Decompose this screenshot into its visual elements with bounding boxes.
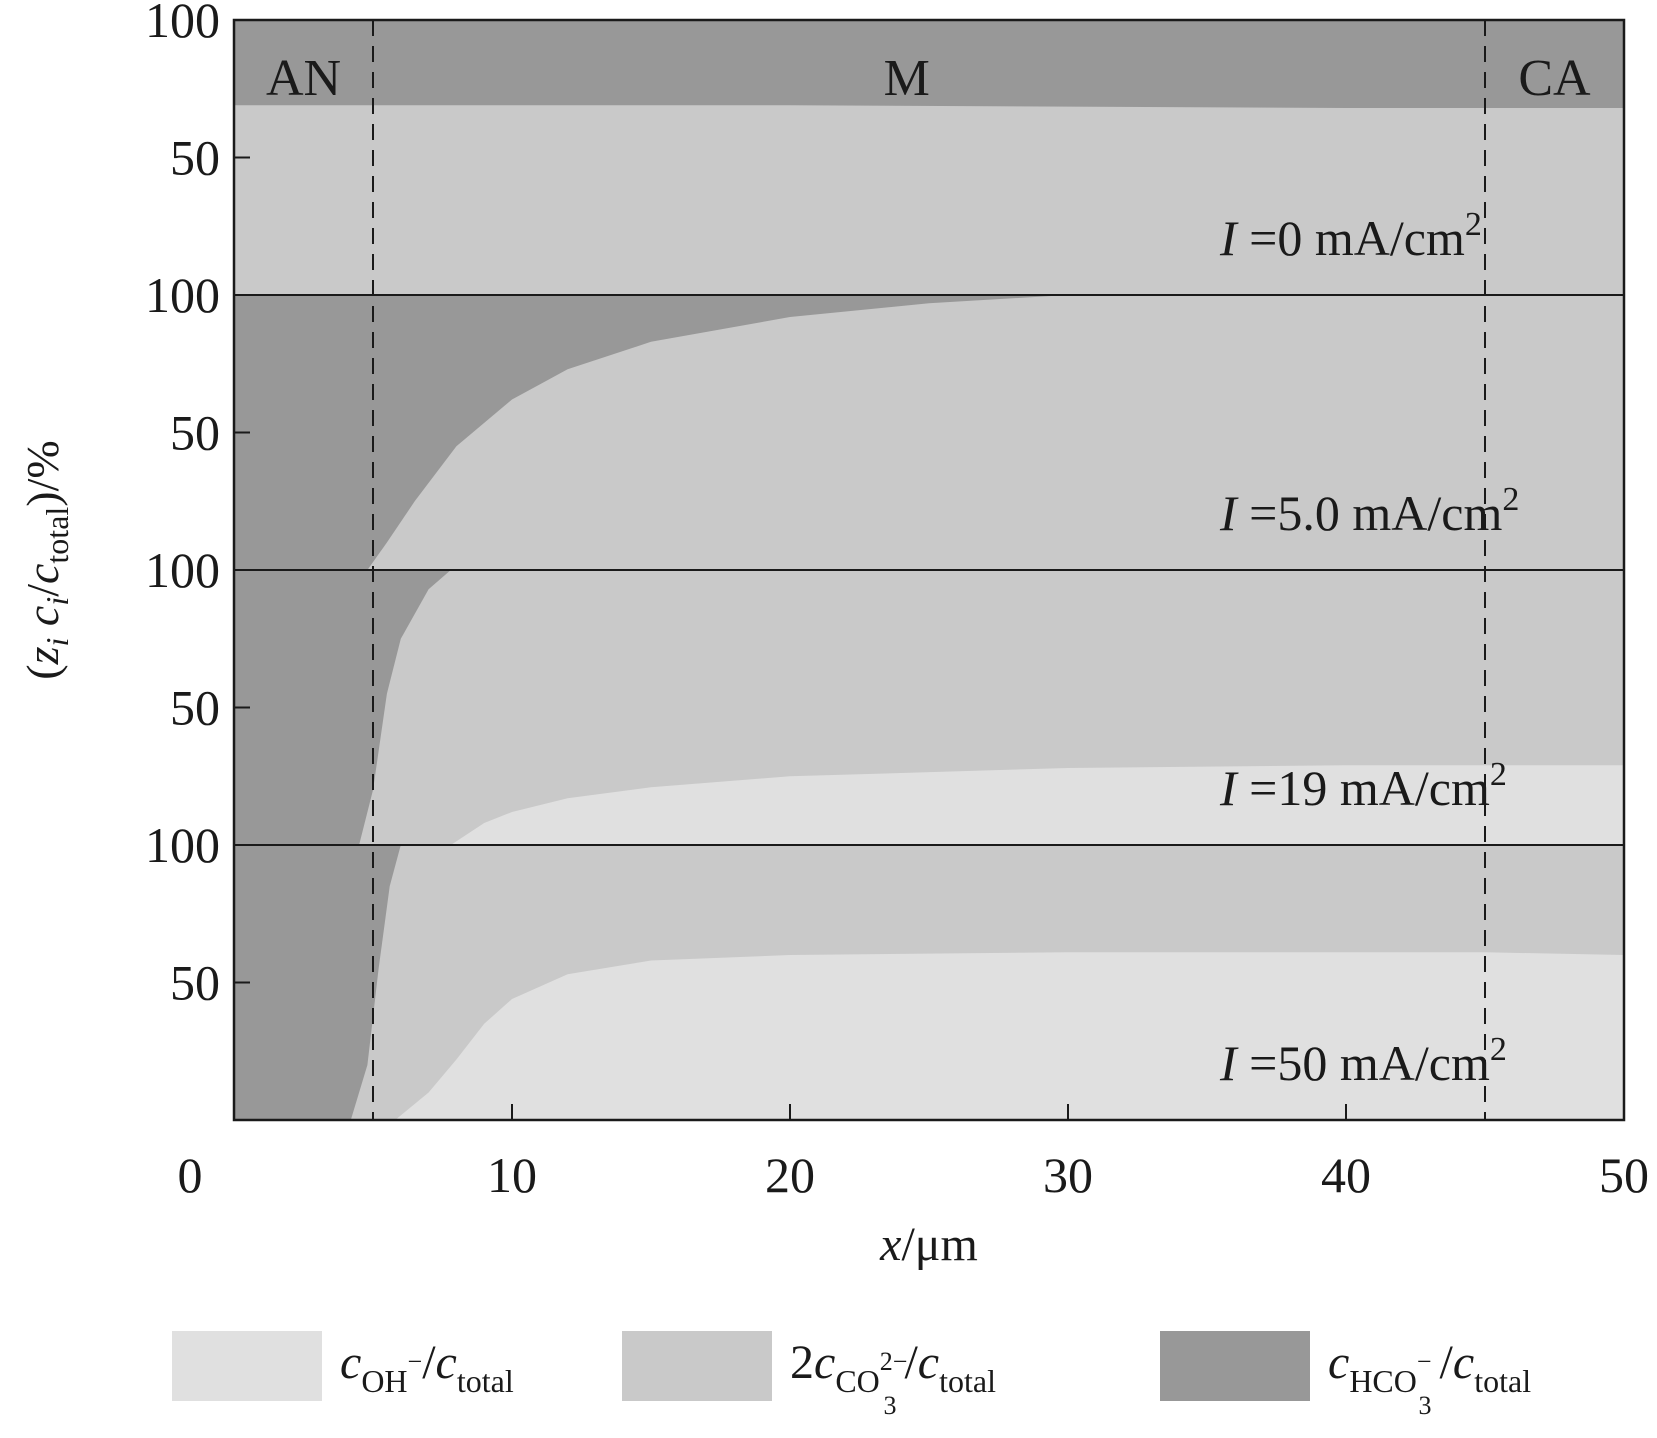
panel-label: I =0 mA/cm2 [1219, 206, 1482, 266]
legend-entry: cHCO− 3/ctotal [1160, 1331, 1531, 1420]
series-co3-area [234, 295, 1624, 570]
legend-swatch [1160, 1331, 1310, 1401]
x-axis-ticks: 0 10 20 30 40 50 [178, 1104, 1649, 1203]
legend-label: cHCO− 3/ctotal [1328, 1336, 1531, 1420]
panels [234, 20, 1624, 1120]
series-co3-area [234, 105, 1624, 295]
legend-entry: 2cCO2− 3/ctotal [622, 1331, 996, 1420]
y-tick-label: 50 [170, 680, 220, 736]
x-tick-label: 40 [1321, 1147, 1371, 1203]
legend-label: cOH−/ctotal [340, 1336, 514, 1399]
x-tick-label: 20 [765, 1147, 815, 1203]
legend: cOH−/ctotal 2cCO2− 3/ctotal cHCO− 3/ctotal [172, 1331, 1531, 1420]
y-axis-label: (zi ci/ctotal)/% [17, 440, 75, 679]
y-tick-label: 50 [170, 955, 220, 1011]
y-tick-label: 50 [170, 130, 220, 186]
panel-1 [234, 20, 1624, 295]
region-labels: AN M CA [266, 50, 1591, 107]
y-tick-label: 50 [170, 405, 220, 461]
panel-3 [234, 570, 1624, 845]
panel-label: I =50 mA/cm2 [1219, 1031, 1507, 1091]
y-tick-label: 100 [145, 267, 220, 323]
x-tick-label: 30 [1043, 1147, 1093, 1203]
x-axis-label: x/μm [879, 1218, 978, 1271]
panel-dividers [234, 294, 1624, 846]
y-tick-label: 100 [145, 542, 220, 598]
plot-frame [232, 18, 1626, 1122]
x-tick-label: 50 [1599, 1147, 1649, 1203]
series-oh-area [234, 765, 1624, 845]
y-axis-ticks: 50 100 50 100 50 100 50 100 [145, 0, 250, 1011]
legend-label: 2cCO2− 3/ctotal [790, 1336, 996, 1420]
y-tick-label: 100 [145, 817, 220, 873]
region-boundaries [372, 20, 1486, 1120]
panel-4 [234, 845, 1624, 1120]
region-label: CA [1518, 50, 1591, 107]
panel-label: I =5.0 mA/cm2 [1219, 481, 1519, 541]
region-label: M [884, 50, 930, 107]
legend-swatch [172, 1331, 322, 1401]
x-tick-label: 0 [178, 1147, 203, 1203]
legend-entry: cOH−/ctotal [172, 1331, 514, 1401]
panel-label: I =19 mA/cm2 [1219, 756, 1507, 816]
legend-swatch [622, 1331, 772, 1401]
x-tick-label: 10 [487, 1147, 537, 1203]
series-oh-area [234, 952, 1624, 1120]
y-tick-label: 100 [145, 0, 220, 48]
region-label: AN [266, 50, 341, 107]
panel-labels: I =0 mA/cm2 I =5.0 mA/cm2 I =19 mA/cm2 I =5… [1219, 206, 1519, 1091]
panel-2 [234, 295, 1624, 570]
